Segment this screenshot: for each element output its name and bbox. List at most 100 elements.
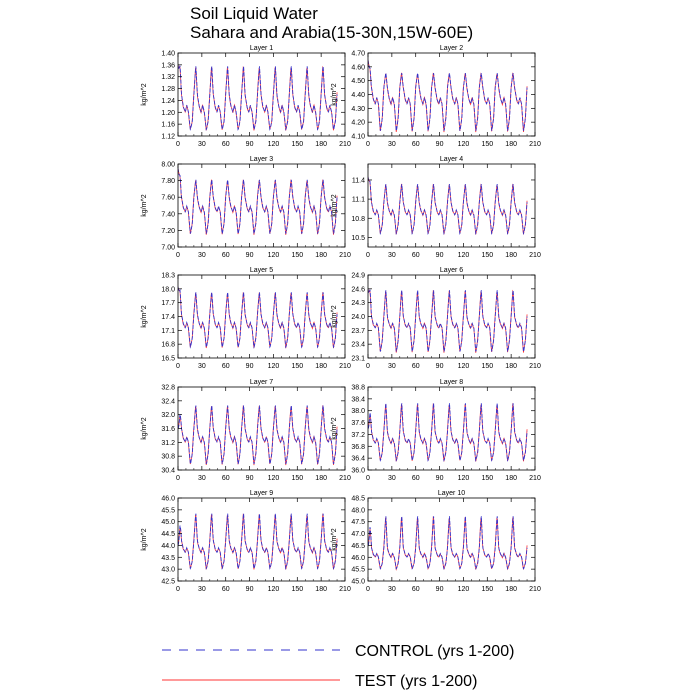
- y-tick-label-30-4: 30.4: [161, 468, 175, 475]
- series-line-test: [178, 64, 338, 131]
- x-tick-label-60: 60: [222, 363, 230, 370]
- plot-frame: [367, 386, 536, 471]
- y-tick-label-45-5: 45.5: [351, 567, 365, 574]
- x-tick-label-210: 210: [339, 141, 351, 148]
- y-tick-label-1-12: 1.12: [161, 134, 175, 141]
- plot-frame: [367, 497, 536, 582]
- panel-layer-8: Layer 80 30 60 90 120 150 180 21036.036.436.837…: [331, 379, 541, 482]
- x-tick-label-0: 0: [176, 586, 180, 593]
- y-tick-label-1-40: 1.40: [161, 51, 175, 58]
- y-tick-label-23-4: 23.4: [351, 342, 365, 349]
- x-tick-label-0: 0: [366, 586, 370, 593]
- y-tick-label-32-8: 32.8: [161, 385, 175, 392]
- x-tick-label-210: 210: [529, 252, 541, 259]
- y-tick-label-31-2: 31.2: [161, 440, 175, 447]
- x-tick-label-0: 0: [176, 363, 180, 370]
- panel-title: Layer 4: [440, 156, 463, 163]
- x-tick-label-180: 180: [315, 475, 327, 482]
- y-tick-label-17-7: 17.7: [161, 300, 175, 307]
- x-tick-label-90: 90: [246, 475, 254, 482]
- panel-layer-4: Layer 4 0 30 60 90 120 150 180 210 10.5 10.8 11.1 11…: [331, 156, 541, 259]
- y-tick-label-36-8: 36.8: [351, 444, 365, 451]
- y-tick-label-8-00: 8.00: [161, 162, 175, 169]
- y-tick-label-47-0: 47.0: [351, 531, 365, 538]
- y-tick-label-7-80: 7.80: [161, 178, 175, 185]
- series-line-control: [178, 168, 338, 234]
- legend-label-test: TEST (yrs 1-200): [355, 673, 477, 690]
- y-tick-label-24-0: 24.0: [351, 314, 365, 321]
- x-tick-label-30: 30: [198, 141, 206, 148]
- x-tick-label-60: 60: [412, 363, 420, 370]
- y-tick-label-11-1: 11.1: [352, 197, 365, 204]
- y-axis-label: kg/m^2: [331, 194, 338, 216]
- x-tick-label-120: 120: [268, 363, 280, 370]
- x-tick-label-150: 150: [481, 141, 493, 148]
- x-tick-label-180: 180: [315, 586, 327, 593]
- x-tick-label-150: 150: [291, 141, 303, 148]
- series-line-control: [368, 59, 528, 131]
- y-tick-label-1-36: 1.36: [161, 62, 175, 69]
- y-tick-label-31-6: 31.6: [161, 426, 175, 433]
- y-tick-label-24-9: 24.9: [351, 273, 365, 280]
- series-line-control: [178, 64, 338, 131]
- panel-title: Layer 3: [250, 156, 273, 163]
- y-tick-label-45-0: 45.0: [161, 519, 175, 526]
- y-tick-label-45-5: 45.5: [161, 507, 175, 514]
- panel-layer-3: Layer 3 0 30 60 90 120 150 180 210 7.00 7.20 7.40 7.…: [141, 156, 351, 259]
- x-tick-label-30: 30: [198, 252, 206, 259]
- chart-title: Soil Liquid Water: [190, 4, 318, 23]
- y-tick-label-11-4: 11.4: [352, 177, 365, 184]
- x-tick-label-120: 120: [458, 363, 470, 370]
- y-tick-label-1-20: 1.20: [161, 110, 175, 117]
- y-tick-label-17-4: 17.4: [161, 314, 175, 321]
- x-tick-label-180: 180: [505, 475, 517, 482]
- panel-layer-1: Layer 1 0 30 60 90 120 150 180 210 1.12 1.16 1.20 1.…: [141, 45, 351, 148]
- series-line-control: [178, 405, 338, 465]
- x-tick-label-90: 90: [436, 141, 444, 148]
- panel-title: Layer 9: [250, 490, 273, 497]
- x-tick-label-150: 150: [481, 586, 493, 593]
- x-tick-label-210: 210: [529, 363, 541, 370]
- x-tick-label-30: 30: [388, 141, 396, 148]
- y-axis-label: kg/m^2: [141, 528, 148, 550]
- panel-layer-7: Layer 7 0 30 60 90 120 150 180 210 30.4 30.8 31.2 31…: [141, 379, 351, 482]
- y-tick-label-1-32: 1.32: [161, 74, 175, 81]
- panel-title: Layer 5: [250, 267, 273, 274]
- x-tick-label-210: 210: [529, 141, 541, 148]
- x-tick-label-0: 0: [366, 475, 370, 482]
- plot-frame: [177, 497, 346, 582]
- y-tick-label-1-24: 1.24: [161, 98, 175, 105]
- y-tick-label-38-8: 38.8: [351, 385, 365, 392]
- x-tick-label-210: 210: [339, 363, 351, 370]
- x-tick-label-60: 60: [222, 475, 230, 482]
- x-tick-label-180: 180: [315, 141, 327, 148]
- panel-layer-5: Layer 5 0 30 60 90 120 150 180 210 16.5 16.8 17.1 17…: [141, 267, 351, 370]
- x-tick-label-210: 210: [339, 475, 351, 482]
- series-line-control: [368, 516, 528, 570]
- x-tick-label-90: 90: [246, 141, 254, 148]
- x-tick-label-60: 60: [412, 475, 420, 482]
- x-tick-label-90: 90: [436, 363, 444, 370]
- x-tick-label-120: 120: [458, 475, 470, 482]
- series-line-control: [368, 176, 528, 236]
- x-tick-label-210: 210: [339, 586, 351, 593]
- y-axis-label: kg/m^2: [141, 417, 148, 439]
- y-tick-label-23-7: 23.7: [351, 328, 365, 335]
- x-tick-label-120: 120: [268, 475, 280, 482]
- x-tick-label-30: 30: [388, 363, 396, 370]
- y-tick-label-36-4: 36.4: [351, 456, 365, 463]
- x-tick-label-90: 90: [246, 586, 254, 593]
- panel-title: Layer 6: [440, 267, 463, 274]
- x-tick-label-90: 90: [436, 475, 444, 482]
- x-tick-label-120: 120: [268, 252, 280, 259]
- x-tick-label-90: 90: [436, 252, 444, 259]
- x-tick-label-120: 120: [458, 252, 470, 259]
- y-tick-label-37-6: 37.6: [351, 420, 365, 427]
- y-tick-label-4-10: 4.10: [351, 134, 365, 141]
- chart-subtitle: Sahara and Arabia(15-30N,15W-60E): [190, 23, 473, 42]
- y-tick-label-1-16: 1.16: [161, 122, 175, 129]
- y-axis-label: kg/m^2: [141, 83, 148, 105]
- x-tick-label-0: 0: [366, 141, 370, 148]
- y-tick-label-43-5: 43.5: [161, 555, 175, 562]
- x-tick-label-0: 0: [366, 252, 370, 259]
